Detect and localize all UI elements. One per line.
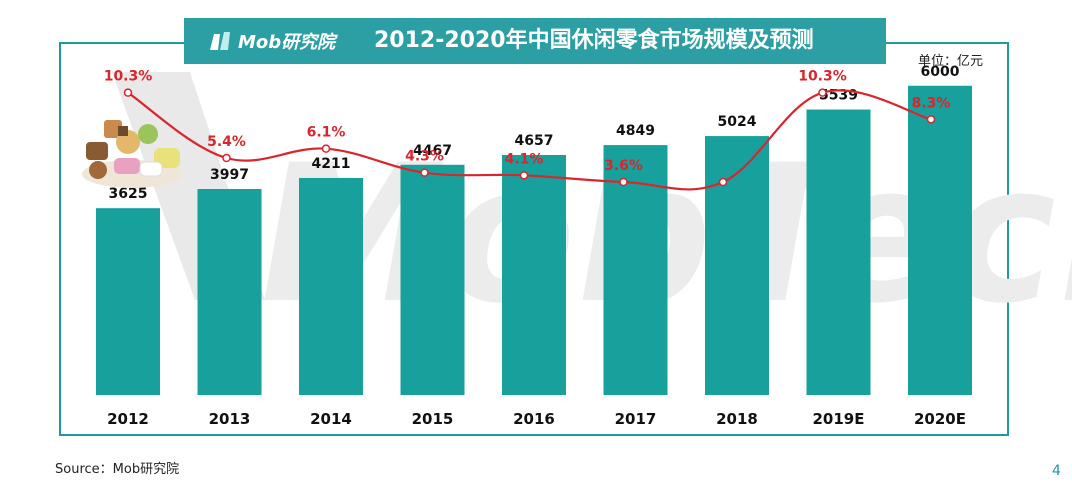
bar-2014 [299, 177, 363, 395]
mob-logo-icon [210, 32, 230, 50]
growth-rate-label: 4.3% [405, 149, 444, 165]
bar-value-label: 6000 [921, 64, 960, 80]
growth-point [926, 115, 936, 124]
bar-value-label: 3997 [210, 167, 249, 183]
bar-value-label: 4467 [413, 143, 452, 159]
category-label: 2014 [310, 410, 352, 428]
logo-text: Mob研究院 [238, 32, 336, 53]
category-label: 2013 [209, 410, 251, 428]
bar-2016 [502, 154, 566, 395]
bar-2012 [96, 208, 160, 395]
growth-rate-label: 4.1% [505, 151, 544, 167]
unit-label: 单位：亿元 [918, 54, 984, 69]
growth-point [818, 88, 827, 97]
category-label: 2012 [107, 410, 149, 428]
growth-rate-label: 5.4% [207, 134, 246, 150]
growth-point [619, 177, 628, 187]
growth-rate-label: 10.3% [798, 69, 847, 85]
category-label: 2019E [813, 410, 865, 428]
growth-rate-label: 8.3% [912, 95, 951, 111]
bar-2018 [705, 136, 769, 395]
bar-2019E [806, 109, 871, 395]
bar-2013 [197, 189, 262, 395]
chart-title: 2012-2020年中国休闲零食市场规模及预测 [374, 28, 814, 53]
growth-rate-label: 10.3% [104, 69, 153, 85]
bar-series [96, 85, 972, 396]
category-label: 2020E [914, 410, 966, 428]
bar-2020E [908, 85, 972, 396]
category-label: 2018 [716, 410, 758, 428]
snack-food-image [82, 120, 182, 188]
bar-2015 [400, 164, 465, 395]
title-banner: Mob研究院 2012-2020年中国休闲零食市场规模及预测 [184, 18, 886, 64]
page-number: 4 [1052, 463, 1061, 479]
source-note: Source：Mob研究院 [55, 462, 180, 477]
growth-point [718, 177, 728, 187]
bar-value-label: 4657 [515, 133, 554, 149]
growth-line-series [123, 88, 936, 191]
category-axis-labels: 2012 2013 2014 2015 2016 2017 2018 2019E 2020E [107, 410, 966, 428]
category-label: 2017 [615, 410, 657, 428]
growth-point [420, 168, 429, 177]
category-label: 2016 [513, 410, 555, 428]
bar-value-label: 4211 [312, 156, 351, 172]
bar-value-label: 3625 [109, 186, 148, 202]
growth-rate-labels: 10.3% 5.4% 6.1% 4.3% 4.1% 3.6% 10.3% 8.3% [104, 69, 951, 174]
bar-value-label: 4849 [616, 123, 655, 139]
bar-value-label: 5024 [718, 114, 757, 130]
growth-point [321, 144, 331, 153]
growth-point [222, 153, 231, 163]
growth-point [519, 171, 529, 180]
mob-logo: Mob研究院 [208, 18, 348, 64]
growth-rate-label: 3.6% [604, 158, 643, 174]
growth-point [123, 88, 133, 97]
growth-rate-label: 6.1% [307, 125, 346, 141]
category-label: 2015 [412, 410, 454, 428]
